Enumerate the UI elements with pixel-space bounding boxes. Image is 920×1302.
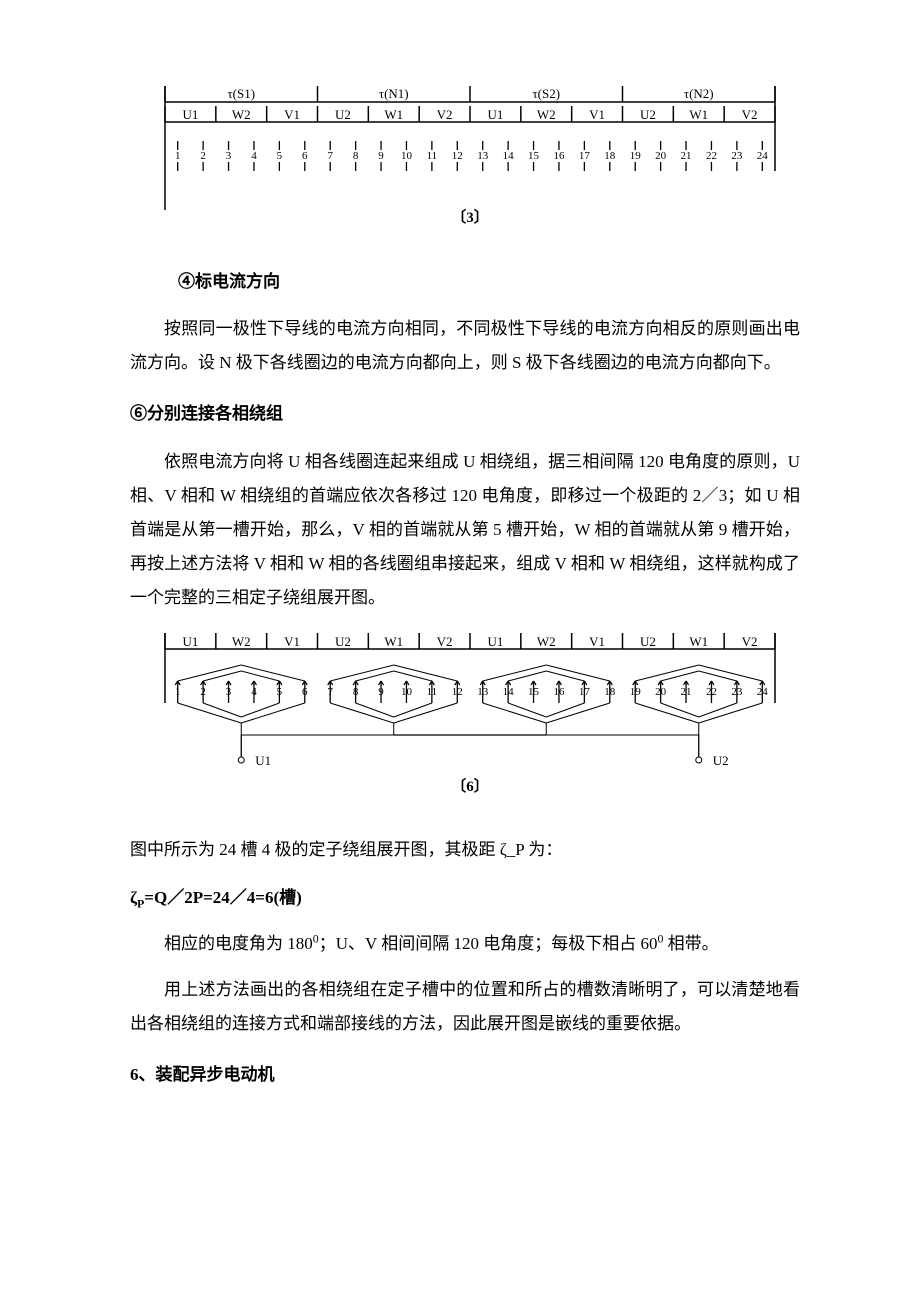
svg-text:〔6〕: 〔6〕 [451, 777, 489, 795]
svg-text:13: 13 [477, 150, 489, 162]
svg-text:V2: V2 [437, 107, 453, 122]
svg-text:14: 14 [503, 686, 515, 698]
svg-text:16: 16 [553, 150, 565, 162]
svg-text:U1: U1 [182, 107, 198, 122]
svg-text:11: 11 [427, 686, 438, 698]
svg-text:19: 19 [630, 150, 642, 162]
svg-text:〔3〕: 〔3〕 [451, 208, 489, 226]
para-connect-phases: 依照电流方向将 U 相各线圈连起来组成 U 相绕组，据三相间隔 120 电角度的… [130, 445, 800, 615]
para-current-direction: 按照同一极性下导线的电流方向相同，不同极性下导线的电流方向相反的原则画出电流方向… [130, 312, 800, 380]
svg-text:18: 18 [604, 686, 616, 698]
svg-text:15: 15 [528, 686, 540, 698]
svg-text:W2: W2 [537, 634, 556, 649]
svg-text:20: 20 [655, 686, 667, 698]
svg-text:U2: U2 [713, 753, 729, 768]
svg-text:10: 10 [401, 150, 413, 162]
svg-text:5: 5 [277, 150, 283, 162]
svg-text:1: 1 [175, 150, 181, 162]
para-elec-angle: 相应的电度角为 1800；U、V 相间间隔 120 电角度；每极下相占 600 … [130, 927, 800, 961]
svg-text:W2: W2 [232, 107, 251, 122]
svg-text:17: 17 [579, 686, 591, 698]
svg-text:8: 8 [353, 150, 359, 162]
svg-text:W1: W1 [384, 107, 403, 122]
svg-text:6: 6 [302, 686, 308, 698]
svg-text:15: 15 [528, 150, 540, 162]
svg-text:U2: U2 [335, 634, 351, 649]
svg-text:W1: W1 [689, 107, 708, 122]
svg-text:10: 10 [401, 686, 413, 698]
svg-text:W1: W1 [689, 634, 708, 649]
svg-text:U2: U2 [640, 107, 656, 122]
heading-assemble-motor: 6、装配异步电动机 [130, 1059, 800, 1091]
winding-diagram-3: τ(S1) τ(N1) τ(S2) τ(N2) U1 W2 V1 U2 W1 V2 U1 W2 V1 U2… [145, 80, 785, 230]
svg-text:8: 8 [353, 686, 359, 698]
svg-text:U2: U2 [335, 107, 351, 122]
svg-text:4: 4 [251, 150, 257, 162]
svg-text:12: 12 [452, 150, 463, 162]
svg-text:V1: V1 [284, 107, 300, 122]
heading-connect-phases: ⑥分别连接各相绕组 [130, 398, 800, 430]
para-summary: 用上述方法画出的各相绕组在定子槽中的位置和所占的槽数清晰明了，可以清楚地看出各相… [130, 973, 800, 1041]
svg-text:9: 9 [378, 150, 384, 162]
svg-text:U1: U1 [182, 634, 198, 649]
svg-text:22: 22 [706, 150, 717, 162]
svg-text:23: 23 [731, 686, 743, 698]
formula-pole-pitch: ζP=Q／2P=24／4=6(槽) [130, 883, 800, 911]
svg-text:2: 2 [200, 686, 206, 698]
svg-text:17: 17 [579, 150, 591, 162]
svg-text:12: 12 [452, 686, 463, 698]
svg-text:1: 1 [175, 686, 181, 698]
svg-text:4: 4 [251, 686, 257, 698]
svg-text:7: 7 [327, 150, 333, 162]
svg-text:V1: V1 [284, 634, 300, 649]
svg-text:2: 2 [200, 150, 206, 162]
svg-text:U1: U1 [487, 634, 503, 649]
svg-text:13: 13 [477, 686, 489, 698]
svg-text:6: 6 [302, 150, 308, 162]
svg-text:V2: V2 [742, 107, 758, 122]
svg-text:23: 23 [731, 150, 743, 162]
svg-text:U1: U1 [487, 107, 503, 122]
svg-text:14: 14 [503, 150, 515, 162]
svg-text:U2: U2 [640, 634, 656, 649]
heading-current-direction: ④标电流方向 [178, 266, 800, 298]
svg-text:16: 16 [553, 686, 565, 698]
svg-text:τ(N2): τ(N2) [684, 86, 714, 101]
svg-text:V1: V1 [589, 634, 605, 649]
svg-text:24: 24 [757, 686, 769, 698]
svg-text:τ(N1): τ(N1) [379, 86, 409, 101]
svg-text:21: 21 [681, 150, 692, 162]
svg-text:22: 22 [706, 686, 717, 698]
svg-text:3: 3 [226, 150, 232, 162]
para-pole-pitch-intro: 图中所示为 24 槽 4 极的定子绕组展开图，其极距 ζ_P 为： [130, 833, 800, 867]
svg-text:19: 19 [630, 686, 642, 698]
svg-text:U1: U1 [255, 753, 271, 768]
svg-text:18: 18 [604, 150, 616, 162]
svg-text:W1: W1 [384, 634, 403, 649]
svg-text:3: 3 [226, 686, 232, 698]
svg-text:21: 21 [681, 686, 692, 698]
svg-text:τ(S1): τ(S1) [227, 86, 255, 101]
svg-text:V1: V1 [589, 107, 605, 122]
svg-text:24: 24 [757, 150, 769, 162]
svg-text:20: 20 [655, 150, 667, 162]
svg-text:τ(S2): τ(S2) [532, 86, 560, 101]
winding-diagram-6: U1W2V1U2W1V2U1W2V1U2W1V21234567891011121… [145, 627, 785, 797]
svg-text:W2: W2 [537, 107, 556, 122]
svg-text:7: 7 [327, 686, 333, 698]
svg-text:V2: V2 [437, 634, 453, 649]
svg-text:5: 5 [277, 686, 283, 698]
svg-text:9: 9 [378, 686, 384, 698]
svg-text:V2: V2 [742, 634, 758, 649]
svg-text:W2: W2 [232, 634, 251, 649]
svg-text:11: 11 [427, 150, 438, 162]
